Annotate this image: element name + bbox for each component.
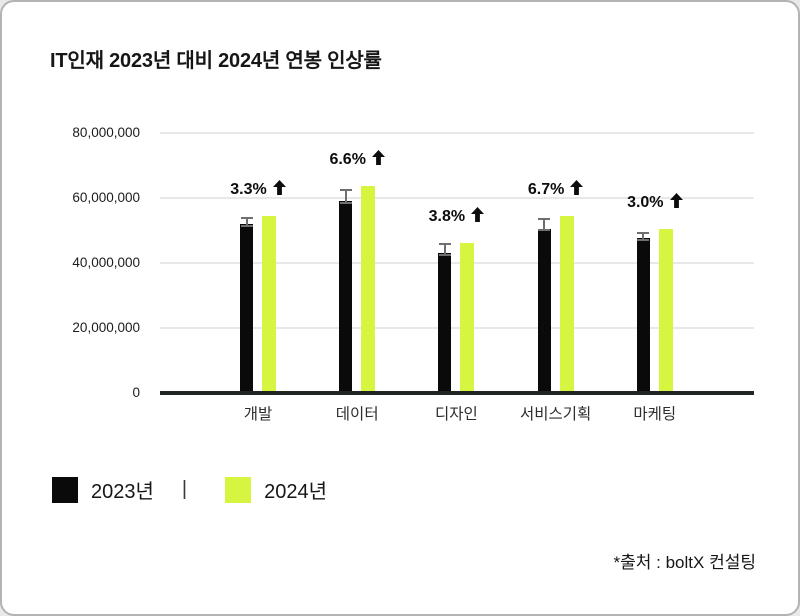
- bar-2024-3: [460, 243, 475, 391]
- legend-swatch-2024: [225, 476, 252, 503]
- gridline: [160, 132, 754, 134]
- error-bar-cap-top: [438, 242, 451, 245]
- error-bar-cap-bottom: [339, 201, 352, 204]
- error-bar-cap-top: [637, 232, 650, 235]
- pct-value: 3.0%: [627, 193, 664, 211]
- legend: 2023년 | 2024년: [52, 476, 327, 503]
- error-bar-cap-top: [538, 217, 551, 220]
- bar-2023-1: [240, 223, 253, 391]
- pct-annotation-1: 3.3%: [198, 179, 318, 198]
- bar-2023-4: [537, 228, 551, 391]
- chart-title: IT인재 2023년 대비 2024년 연봉 인상률: [50, 50, 382, 72]
- pct-value: 3.8%: [428, 208, 466, 226]
- category-label-1: 개발: [243, 406, 273, 423]
- error-bar-cap-bottom: [438, 253, 451, 256]
- bar-2023-2: [339, 200, 353, 391]
- up-arrow-icon: [471, 207, 485, 223]
- error-bar-stem: [543, 217, 546, 232]
- error-bar-cap-top: [339, 189, 352, 192]
- error-bar-stem: [245, 216, 248, 227]
- bar-2024-4: [559, 215, 574, 391]
- pct-annotation-5: 3.0%: [595, 192, 715, 211]
- error-bar-stem: [344, 189, 347, 204]
- category-label-5: 마케팅: [633, 406, 677, 423]
- up-arrow-icon: [669, 192, 683, 208]
- x-axis-baseline: [160, 391, 754, 395]
- bar-2024-2: [361, 186, 376, 391]
- error-bar-1: [240, 216, 253, 227]
- error-bar-cap-bottom: [538, 229, 551, 232]
- pct-annotation-3: 3.8%: [396, 207, 516, 225]
- category-label-3: 디자인: [435, 406, 478, 423]
- error-bar-cap-bottom: [637, 239, 650, 242]
- pct-value: 6.7%: [527, 180, 565, 198]
- error-bar-stem: [642, 232, 645, 242]
- error-bar-3: [438, 242, 451, 256]
- y-tick-label: 40,000,000: [72, 255, 140, 270]
- error-bar-cap-bottom: [240, 224, 253, 227]
- legend-separator: |: [181, 478, 188, 500]
- bar-2023-3: [438, 252, 452, 391]
- error-bar-5: [637, 232, 650, 242]
- y-tick-label: 20,000,000: [72, 320, 140, 335]
- category-label-2: 데이터: [335, 406, 379, 423]
- y-tick-label: 0: [132, 385, 140, 400]
- up-arrow-icon: [570, 179, 584, 195]
- pct-annotation-2: 6.6%: [297, 150, 417, 168]
- error-bar-2: [339, 189, 352, 204]
- gridline: [160, 327, 754, 329]
- up-arrow-icon: [371, 150, 385, 166]
- pct-annotation-4: 6.7%: [496, 179, 616, 198]
- bar-2023-5: [636, 238, 650, 391]
- bar-2024-5: [658, 228, 673, 391]
- error-bar-stem: [443, 242, 446, 256]
- category-label-4: 서비스기획: [519, 406, 592, 423]
- bar-2024-1: [262, 215, 276, 391]
- y-tick-label: 80,000,000: [72, 125, 140, 140]
- legend-label-2024: 2024년: [264, 481, 328, 503]
- gridline: [160, 197, 754, 199]
- pct-value: 6.6%: [329, 151, 366, 169]
- gridline: [160, 262, 754, 264]
- pct-value: 3.3%: [230, 180, 267, 198]
- y-tick-label: 60,000,000: [72, 190, 140, 205]
- error-bar-4: [538, 217, 551, 232]
- source-note: *출처 : boltX 컨설팅: [613, 553, 756, 572]
- up-arrow-icon: [272, 179, 286, 195]
- error-bar-cap-top: [240, 216, 253, 219]
- legend-label-2023: 2023년: [91, 481, 154, 503]
- legend-swatch-2023: [52, 476, 78, 503]
